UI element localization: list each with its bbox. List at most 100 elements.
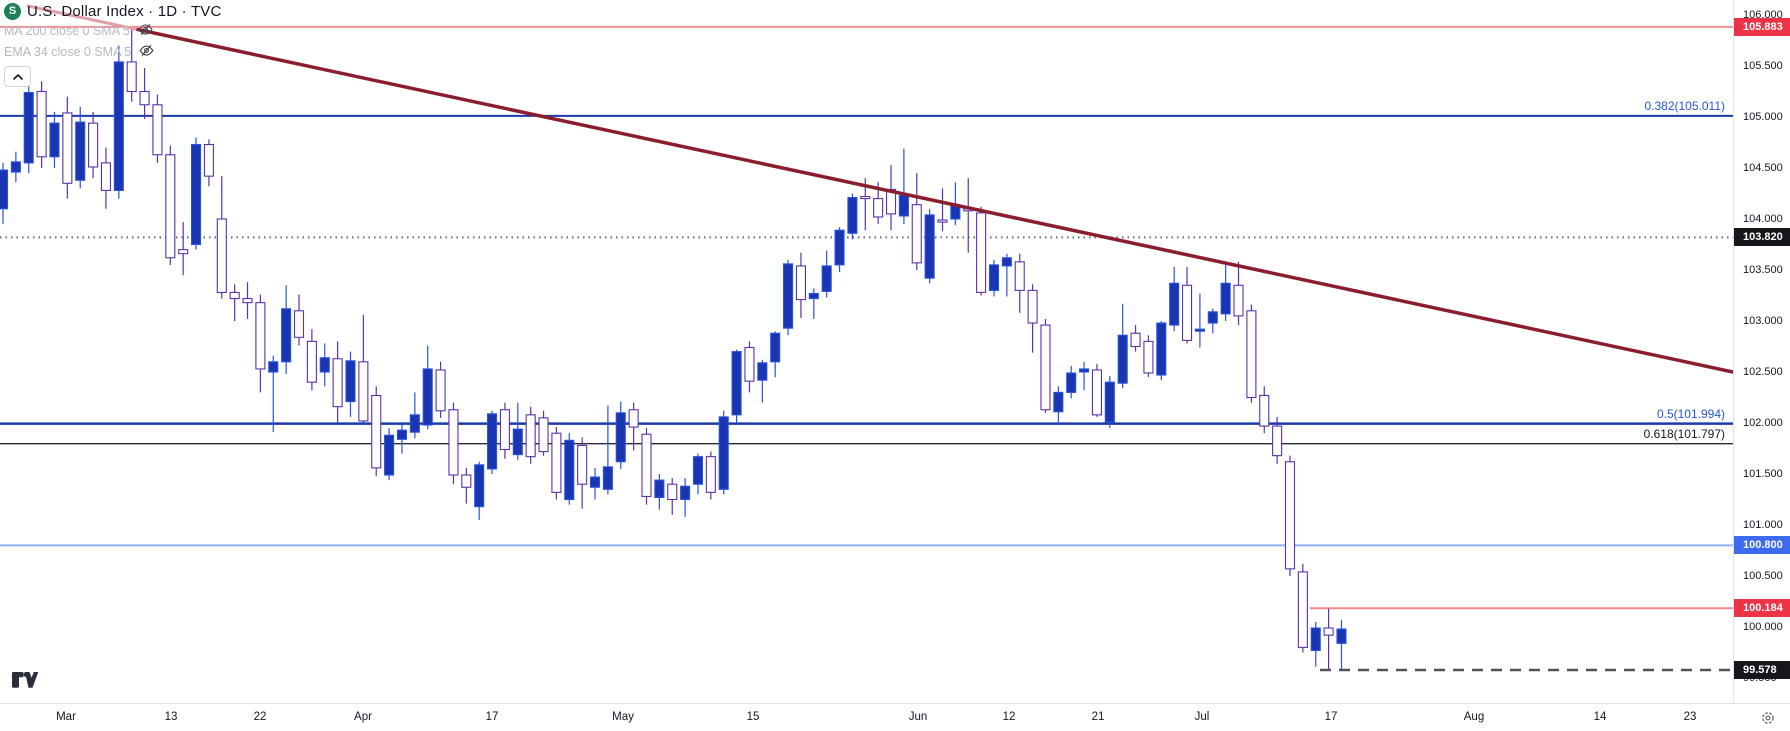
time-tick-label: 14 — [1593, 711, 1607, 723]
candle-body — [1207, 311, 1218, 324]
candle-body — [744, 346, 755, 382]
candle-body — [602, 466, 613, 490]
candle-body — [332, 358, 343, 408]
indicator-row-ema34[interactable]: EMA 34 close 0 SMA 5 — [4, 41, 222, 62]
price-tick-label: 101.500 — [1743, 468, 1783, 480]
candle-body — [165, 154, 176, 259]
candle-body — [139, 90, 150, 106]
price-tick-label: 100.500 — [1743, 570, 1783, 582]
candle-body — [1001, 257, 1012, 267]
candle-body — [62, 112, 73, 184]
candle-body — [589, 476, 601, 488]
candle-body — [1272, 425, 1283, 457]
time-tick-label: Jul — [1194, 711, 1210, 723]
candle-body — [306, 340, 317, 383]
candle-body — [499, 409, 510, 451]
trendline[interactable] — [26, 4, 142, 32]
symbol-title[interactable]: U.S. Dollar Index · 1D · TVC — [27, 2, 222, 20]
gear-icon[interactable] — [1760, 710, 1776, 729]
candle-body — [821, 265, 832, 292]
candle-body — [1079, 368, 1090, 373]
price-tick-label: 102.000 — [1743, 417, 1783, 429]
candle-body — [718, 416, 729, 490]
indicator-row-ma200[interactable]: MA 200 close 0 SMA 5 — [4, 20, 222, 41]
visibility-hidden-icon[interactable] — [138, 22, 153, 40]
fib-level-label[interactable]: 0.618(101.797) — [1643, 426, 1725, 441]
candle-body — [538, 417, 549, 453]
candle-body — [731, 351, 742, 416]
time-tick-label: 22 — [253, 711, 267, 723]
candle-body — [1297, 571, 1308, 648]
symbol-title-row[interactable]: S U.S. Dollar Index · 1D · TVC — [4, 2, 222, 20]
time-tick-label: 17 — [485, 711, 499, 723]
fib-level-label[interactable]: 0.382(105.011) — [1644, 98, 1725, 113]
candle-body — [692, 456, 704, 485]
candle-body — [448, 409, 459, 476]
price-tick-label: 100.000 — [1743, 621, 1783, 633]
candle-body — [757, 362, 768, 381]
candle-body — [1040, 324, 1051, 411]
price-tick-label: 105.500 — [1743, 60, 1783, 72]
chevron-up-icon — [12, 69, 24, 84]
candle-body — [396, 429, 408, 440]
candle-body — [847, 197, 858, 234]
candle-body — [384, 434, 395, 476]
candle-body — [88, 122, 99, 168]
time-axis[interactable]: Mar 13 22 Apr 17 May 15 Jun 12 21 Jul 17 Aug 14 23 — [0, 703, 1790, 731]
price-tick-label: 104.500 — [1743, 162, 1783, 174]
trendline[interactable] — [136, 27, 1733, 374]
source-logo-icon[interactable]: S — [4, 2, 21, 20]
candle-body — [371, 394, 382, 469]
price-tick-label: 103.000 — [1743, 315, 1783, 327]
candle-body — [1181, 284, 1193, 341]
candle-body — [36, 90, 47, 158]
time-tick-label: 21 — [1091, 711, 1105, 723]
candle-body — [0, 169, 9, 210]
legend-collapse-button[interactable] — [4, 66, 31, 87]
candle-body — [924, 214, 935, 279]
candle-body — [422, 368, 433, 426]
candle-body — [293, 310, 305, 338]
candle-body — [783, 263, 794, 329]
time-tick-label: 13 — [164, 711, 178, 723]
candle-body — [345, 360, 356, 403]
candle-body — [1169, 282, 1180, 326]
candle-body — [680, 485, 691, 501]
candle-body — [1246, 310, 1257, 399]
chart-canvas[interactable]: S U.S. Dollar Index · 1D · TVC MA 200 cl… — [0, 0, 1733, 703]
candle-body — [100, 162, 112, 191]
candle-body — [435, 369, 446, 412]
time-tick-label: Jun — [908, 711, 928, 723]
time-tick-label: Apr — [354, 711, 372, 723]
candle-body — [1066, 372, 1077, 393]
candle-body — [1014, 261, 1025, 291]
candle-body — [976, 212, 987, 293]
candle-body — [1091, 369, 1102, 416]
candle-body — [860, 196, 871, 200]
fib-level-label[interactable]: 0.5(101.994) — [1656, 406, 1725, 421]
price-badge: 100.800 — [1734, 536, 1790, 555]
price-tick-label: 103.500 — [1743, 264, 1783, 276]
time-tick-label: 15 — [746, 711, 760, 723]
candle-body — [1117, 334, 1128, 384]
candle-body — [551, 432, 562, 493]
candle-body — [911, 204, 922, 264]
indicator-label-ema34: EMA 34 close 0 SMA 5 — [4, 44, 132, 59]
candle-body — [873, 198, 884, 218]
candle-body — [1336, 628, 1347, 644]
candle-body — [268, 361, 279, 373]
candle-body — [808, 292, 819, 300]
candle-body — [898, 194, 909, 217]
candle-body — [885, 188, 897, 215]
candle-body — [937, 219, 948, 223]
candle-body — [75, 121, 86, 181]
candlestick-plot[interactable] — [0, 0, 1733, 703]
visibility-hidden-icon[interactable] — [139, 43, 154, 61]
candle-body — [1233, 284, 1244, 317]
candle-body — [1053, 391, 1064, 413]
price-axis[interactable]: 106.000 105.500 105.000 104.500 104.000 103.5… — [1733, 0, 1790, 703]
candle-body — [1220, 282, 1231, 315]
candle-body — [10, 161, 21, 173]
tradingview-logo[interactable] — [12, 670, 39, 695]
candle-body — [178, 249, 189, 255]
